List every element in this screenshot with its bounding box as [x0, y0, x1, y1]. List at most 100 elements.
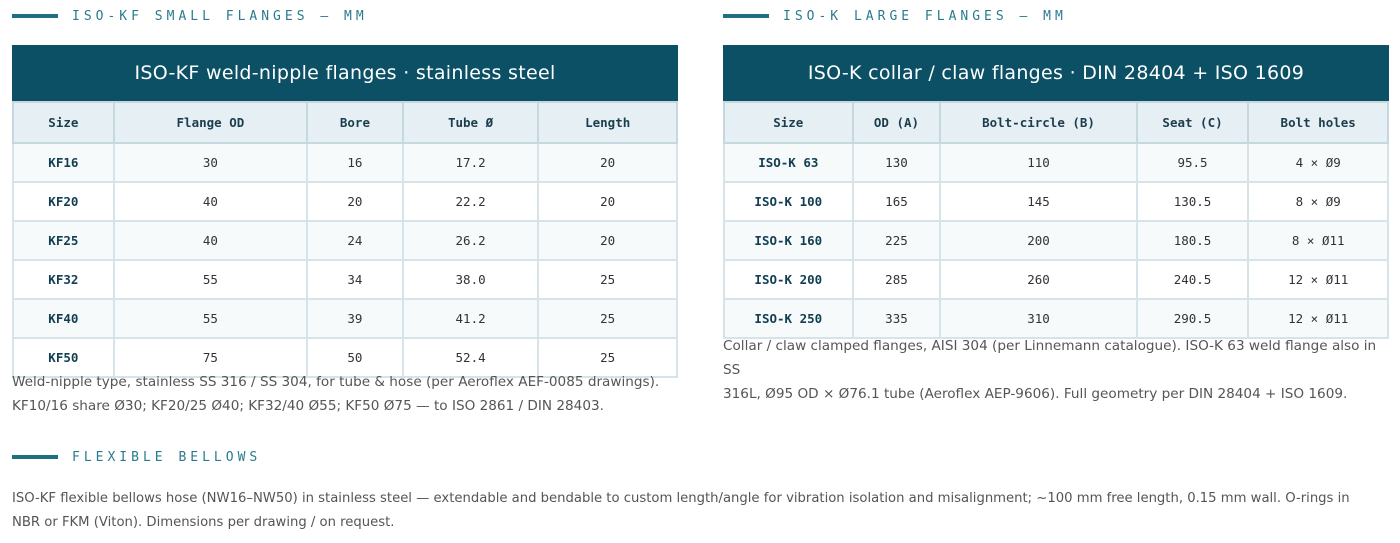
iso-k-table: Size OD (A) Bolt-circle (B) Seat (C) Bol…	[723, 101, 1389, 339]
table-cell: 40	[112, 181, 309, 222]
column-header: Tube Ø	[401, 101, 540, 144]
table-cell: 52.4	[401, 337, 540, 378]
section-heading-iso-kf: ISO-KF SMALL FLANGES — MM	[12, 6, 368, 26]
table-header-row: Size Flange OD Bore Tube Ø Length	[12, 101, 678, 144]
table-row: KF50 75 50 52.4 25	[12, 337, 678, 378]
table-cell: 22.2	[401, 181, 540, 222]
note-line: ISO-KF flexible bellows hose (NW16–NW50)…	[12, 491, 1350, 506]
size-cell: KF20	[12, 181, 115, 222]
column-header: Size	[12, 101, 115, 144]
note-line: Collar / claw clamped flanges, AISI 304 …	[723, 338, 1377, 378]
table-title: ISO-K collar / claw flanges · DIN 28404 …	[723, 45, 1389, 101]
table-cell: 240.5	[1135, 259, 1250, 300]
section-accent-bar	[12, 455, 58, 459]
table-row: KF16 30 16 17.2 20	[12, 142, 678, 183]
section-label: FLEXIBLE BELLOWS	[72, 449, 262, 465]
section-label: ISO-KF SMALL FLANGES — MM	[72, 8, 368, 24]
table-cell: 130	[851, 142, 942, 183]
size-cell: ISO-K 200	[723, 259, 854, 300]
iso-kf-note: Weld-nipple type, stainless SS 316 / SS …	[12, 370, 692, 418]
table-cell: 285	[851, 259, 942, 300]
table-row: KF20 40 20 22.2 20	[12, 181, 678, 222]
table-cell: 38.0	[401, 259, 540, 300]
table-cell: 24	[306, 220, 404, 261]
table-cell: 25	[537, 259, 678, 300]
note-line: 316L, Ø95 OD × Ø76.1 tube (Aeroflex AEP-…	[723, 386, 1348, 402]
column-header: Bore	[306, 101, 404, 144]
size-cell: ISO-K 63	[723, 142, 854, 183]
size-cell: KF50	[12, 337, 115, 378]
table-cell: 4 × Ø9	[1247, 142, 1389, 183]
column-header: Bolt holes	[1247, 101, 1389, 144]
table-cell: 17.2	[401, 142, 540, 183]
table-header-row: Size OD (A) Bolt-circle (B) Seat (C) Bol…	[723, 101, 1389, 144]
table-cell: 8 × Ø11	[1247, 220, 1389, 261]
table-cell: 34	[306, 259, 404, 300]
iso-kf-table: Size Flange OD Bore Tube Ø Length KF16 3…	[12, 101, 678, 378]
table-cell: 20	[537, 181, 678, 222]
iso-k-note: Collar / claw clamped flanges, AISI 304 …	[723, 334, 1393, 406]
table-cell: 55	[112, 259, 309, 300]
table-row: KF40 55 39 41.2 25	[12, 298, 678, 339]
table-cell: 165	[851, 181, 942, 222]
table-row: ISO-K 160 225 200 180.5 8 × Ø11	[723, 220, 1389, 261]
table-row: ISO-K 100 165 145 130.5 8 × Ø9	[723, 181, 1389, 222]
column-header: Size	[723, 101, 854, 144]
table-cell: 12 × Ø11	[1247, 298, 1389, 339]
table-cell: 75	[112, 337, 309, 378]
note-line: NBR or FKM (Viton). Dimensions per drawi…	[12, 515, 395, 530]
table-row: KF32 55 34 38.0 25	[12, 259, 678, 300]
table-cell: 55	[112, 298, 309, 339]
table-cell: 25	[537, 337, 678, 378]
section-accent-bar	[723, 14, 769, 18]
table-cell: 40	[112, 220, 309, 261]
size-cell: KF32	[12, 259, 115, 300]
table-cell: 145	[939, 181, 1138, 222]
column-header: Seat (C)	[1135, 101, 1250, 144]
table-cell: 110	[939, 142, 1138, 183]
table-cell: 39	[306, 298, 404, 339]
column-header: Bolt-circle (B)	[939, 101, 1138, 144]
table-cell: 335	[851, 298, 942, 339]
table-cell: 25	[537, 298, 678, 339]
table-cell: 16	[306, 142, 404, 183]
note-line: KF10/16 share Ø30; KF20/25 Ø40; KF32/40 …	[12, 398, 604, 414]
column-header: OD (A)	[851, 101, 942, 144]
iso-kf-table-card: ISO-KF weld-nipple flanges · stainless s…	[12, 45, 678, 378]
table-cell: 50	[306, 337, 404, 378]
table-row: ISO-K 63 130 110 95.5 4 × Ø9	[723, 142, 1389, 183]
table-cell: 130.5	[1135, 181, 1250, 222]
table-cell: 20	[537, 220, 678, 261]
note-line: Weld-nipple type, stainless SS 316 / SS …	[12, 374, 660, 390]
column-header: Length	[537, 101, 678, 144]
table-cell: 260	[939, 259, 1138, 300]
size-cell: KF16	[12, 142, 115, 183]
table-cell: 95.5	[1135, 142, 1250, 183]
size-cell: ISO-K 160	[723, 220, 854, 261]
table-row: KF25 40 24 26.2 20	[12, 220, 678, 261]
table-cell: 41.2	[401, 298, 540, 339]
table-row: ISO-K 200 285 260 240.5 12 × Ø11	[723, 259, 1389, 300]
table-cell: 8 × Ø9	[1247, 181, 1389, 222]
table-cell: 310	[939, 298, 1138, 339]
size-cell: KF40	[12, 298, 115, 339]
table-cell: 225	[851, 220, 942, 261]
section-heading-iso-k: ISO-K LARGE FLANGES — MM	[723, 6, 1067, 26]
table-cell: 20	[306, 181, 404, 222]
table-cell: 20	[537, 142, 678, 183]
table-title: ISO-KF weld-nipple flanges · stainless s…	[12, 45, 678, 101]
section-label: ISO-K LARGE FLANGES — MM	[783, 8, 1067, 24]
table-cell: 30	[112, 142, 309, 183]
section-heading-bellows: FLEXIBLE BELLOWS	[12, 447, 261, 467]
table-cell: 180.5	[1135, 220, 1250, 261]
column-header: Flange OD	[112, 101, 309, 144]
table-cell: 200	[939, 220, 1138, 261]
table-cell: 290.5	[1135, 298, 1250, 339]
size-cell: ISO-K 100	[723, 181, 854, 222]
size-cell: ISO-K 250	[723, 298, 854, 339]
section-accent-bar	[12, 14, 58, 18]
table-cell: 12 × Ø11	[1247, 259, 1389, 300]
table-row: ISO-K 250 335 310 290.5 12 × Ø11	[723, 298, 1389, 339]
bellows-note: ISO-KF flexible bellows hose (NW16–NW50)…	[12, 487, 1396, 535]
size-cell: KF25	[12, 220, 115, 261]
